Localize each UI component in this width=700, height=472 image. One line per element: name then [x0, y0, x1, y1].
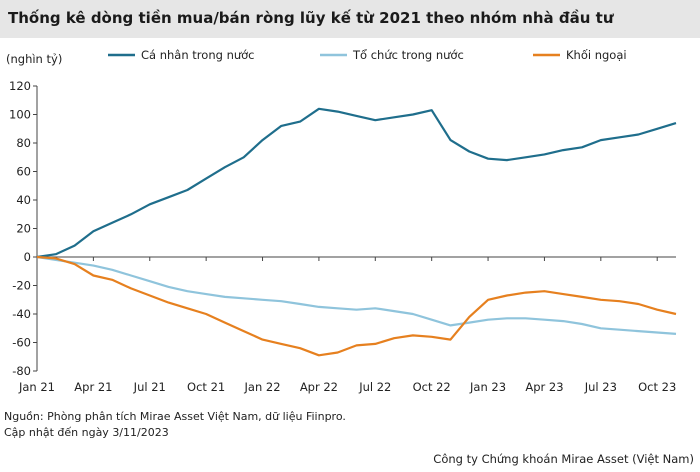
- y-tick-label: -60: [12, 336, 31, 350]
- x-tick-label: Jan 21: [18, 380, 55, 394]
- x-tick-label: Oct 21: [187, 380, 225, 394]
- x-tick-label: Oct 23: [638, 380, 676, 394]
- x-tick-label: Jan 23: [469, 380, 506, 394]
- source-note: Nguồn: Phòng phân tích Mirae Asset Việt …: [4, 410, 346, 423]
- y-tick-label: 0: [24, 250, 31, 264]
- y-tick-label: -80: [12, 364, 31, 378]
- series-line-1: [36, 255, 677, 335]
- y-tick-label: -40: [12, 307, 31, 321]
- chart-title: Thống kê dòng tiền mua/bán ròng lũy kế t…: [8, 9, 614, 27]
- x-tick-label: Jul 22: [358, 380, 391, 394]
- x-tick-label: Apr 21: [74, 380, 112, 394]
- y-tick-label: 60: [16, 165, 31, 179]
- y-tick-label: 20: [16, 222, 31, 236]
- y-tick-label: 100: [9, 108, 31, 122]
- legend-label-0: Cá nhân trong nước: [141, 48, 255, 62]
- y-tick-label: 80: [16, 136, 31, 150]
- update-note: Cập nhật đến ngày 3/11/2023: [4, 426, 169, 439]
- x-tick-label: Oct 22: [413, 380, 451, 394]
- x-tick-label: Jan 22: [244, 380, 281, 394]
- series-line-0: [36, 107, 677, 259]
- x-tick-label: Jul 23: [584, 380, 617, 394]
- x-tick-label: Apr 23: [525, 380, 563, 394]
- series-line-2: [36, 255, 677, 357]
- legend-label-1: Tổ chức trong nước: [352, 48, 464, 62]
- y-axis-unit: (nghìn tỷ): [6, 52, 63, 66]
- legend-label-2: Khối ngoại: [566, 48, 627, 62]
- y-tick-label: 120: [9, 79, 31, 93]
- title-bar: [0, 0, 700, 38]
- company-name: Công ty Chứng khoán Mirae Asset (Việt Na…: [433, 452, 694, 466]
- chart-canvas: 120 100 80 60 40 20 0 -20 -40 -60 -80 Jan 21 Apr 21 J…: [9, 48, 677, 394]
- y-tick-label: 40: [16, 193, 31, 207]
- x-tick-label: Jul 21: [133, 380, 166, 394]
- x-tick-label: Apr 22: [300, 380, 338, 394]
- y-tick-label: -20: [12, 279, 31, 293]
